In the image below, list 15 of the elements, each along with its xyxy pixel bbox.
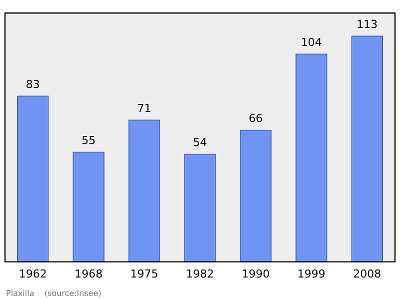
x-tick-label: 1962 <box>18 267 47 280</box>
data-label: 113 <box>356 18 378 31</box>
data-label: 55 <box>82 134 96 148</box>
text: Plaxilla (source:Insee) <box>6 289 102 298</box>
data-label: 104 <box>300 36 322 49</box>
data-label: 66 <box>248 112 263 126</box>
x-tick-label: 1982 <box>186 267 214 280</box>
data-label: 71 <box>137 102 152 116</box>
data-label: 54 <box>193 136 207 150</box>
data-label: 83 <box>26 78 40 92</box>
x-tick-label: 1999 <box>297 267 326 280</box>
x-tick-label: 1990 <box>242 267 270 280</box>
x-tick-label: 1968 <box>74 267 103 280</box>
x-tick-label: 1975 <box>130 267 158 280</box>
x-tick-label: 2008 <box>353 267 382 280</box>
